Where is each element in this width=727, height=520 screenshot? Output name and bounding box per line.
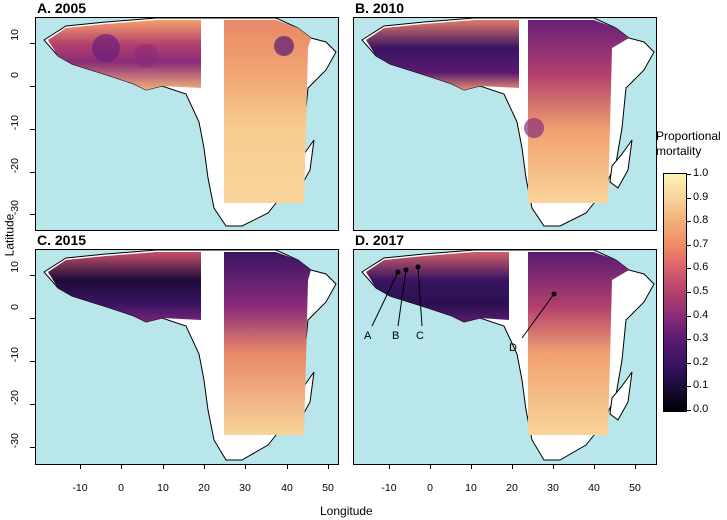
- legend-tick-mark: [686, 197, 691, 199]
- annotation-b: B: [392, 330, 400, 342]
- legend-tick-label: 0.2: [693, 355, 709, 368]
- x-tick-mark: [328, 464, 329, 469]
- legend-tick-label: 0.4: [693, 308, 709, 321]
- x-tick-mark: [287, 464, 288, 469]
- annotation-c: C: [416, 330, 424, 342]
- legend-tick-mark: [686, 292, 691, 293]
- y-tick-label: -10: [9, 115, 21, 131]
- x-tick-label: -10: [381, 482, 397, 494]
- x-tick-mark: [245, 464, 246, 469]
- y-tick-label: -10: [9, 347, 21, 363]
- y-tick-mark: [30, 129, 35, 130]
- x-axis-label: Longitude: [320, 504, 373, 518]
- y-tick-mark: [30, 43, 35, 44]
- y-tick-label: 10: [9, 29, 21, 41]
- map-panel-b: [353, 17, 657, 231]
- x-tick-label: -10: [72, 482, 88, 494]
- x-tick-label: 20: [198, 482, 210, 494]
- x-tick-mark: [163, 464, 164, 469]
- legend-tick-label: 0.0: [693, 403, 709, 415]
- legend-tick-label: 0.1: [693, 379, 709, 392]
- panel-title-d: D. 2017: [355, 232, 405, 248]
- x-tick-label: 30: [547, 482, 559, 494]
- y-tick-label: 0: [9, 304, 21, 310]
- legend-tick-mark: [686, 315, 691, 317]
- x-tick-label: 10: [157, 482, 169, 494]
- y-tick-label: -20: [9, 390, 21, 406]
- x-tick-mark: [512, 464, 513, 469]
- x-tick-label: 0: [427, 482, 433, 494]
- y-tick-mark: [30, 275, 35, 276]
- legend-tick-mark: [686, 410, 691, 411]
- y-tick-label: 0: [9, 72, 21, 78]
- x-tick-label: 40: [588, 482, 600, 494]
- legend-tick-mark: [686, 362, 691, 364]
- legend-title-line1: Proportional: [656, 129, 721, 143]
- x-tick-mark: [471, 464, 472, 469]
- x-tick-mark: [594, 464, 595, 469]
- x-tick-label: 40: [281, 482, 293, 494]
- x-tick-label: 50: [629, 482, 641, 494]
- panel-title-a: A. 2005: [37, 0, 87, 16]
- legend-tick-label: 0.9: [693, 190, 709, 203]
- legend-title-line2: mortality: [656, 144, 702, 158]
- x-tick-label: 20: [506, 482, 518, 494]
- x-tick-mark: [389, 464, 390, 469]
- map-panel-d: A B C D: [353, 249, 657, 465]
- y-tick-mark: [30, 361, 35, 362]
- y-tick-label: -20: [9, 158, 21, 174]
- x-tick-label: 50: [322, 482, 334, 494]
- legend-tick-label: 1.0: [693, 167, 709, 179]
- x-tick-label: 10: [465, 482, 477, 494]
- x-tick-mark: [121, 464, 122, 469]
- y-tick-mark: [30, 86, 35, 87]
- x-tick-label: 0: [118, 482, 124, 494]
- legend-tick-mark: [686, 221, 691, 223]
- map-panel-a: [35, 17, 339, 231]
- legend-tick-mark: [686, 339, 691, 341]
- legend-tick-label: 0.8: [693, 214, 709, 227]
- x-tick-mark: [430, 464, 431, 469]
- panel-title-c: C. 2015: [37, 232, 87, 248]
- legend-tick-mark: [686, 244, 691, 246]
- y-tick-mark: [30, 404, 35, 405]
- legend-tick-mark: [686, 386, 691, 388]
- annotation-d: D: [509, 342, 517, 354]
- x-tick-label: 30: [239, 482, 251, 494]
- legend-tick-mark: [686, 268, 691, 270]
- legend-tick-label: 0.3: [693, 332, 709, 345]
- legend-tick-label: 0.6: [693, 261, 709, 274]
- legend-tick-mark: [686, 174, 691, 175]
- legend-colorbar: [663, 173, 687, 412]
- y-tick-label: 10: [9, 261, 21, 273]
- y-tick-mark: [30, 172, 35, 173]
- x-tick-mark: [635, 464, 636, 469]
- y-tick-mark: [30, 318, 35, 319]
- y-tick-label: -30: [9, 200, 21, 216]
- legend-tick-label: 0.5: [693, 285, 709, 297]
- x-tick-mark: [80, 464, 81, 469]
- y-tick-label: -30: [9, 433, 21, 449]
- x-tick-mark: [553, 464, 554, 469]
- map-panel-c: [35, 249, 339, 465]
- x-tick-mark: [204, 464, 205, 469]
- legend-title: Proportional mortality: [656, 129, 721, 159]
- y-tick-mark: [30, 447, 35, 448]
- legend-tick-label: 0.7: [693, 237, 709, 250]
- panel-title-b: B. 2010: [355, 0, 405, 16]
- annotation-a: A: [364, 330, 372, 342]
- y-tick-mark: [30, 214, 35, 215]
